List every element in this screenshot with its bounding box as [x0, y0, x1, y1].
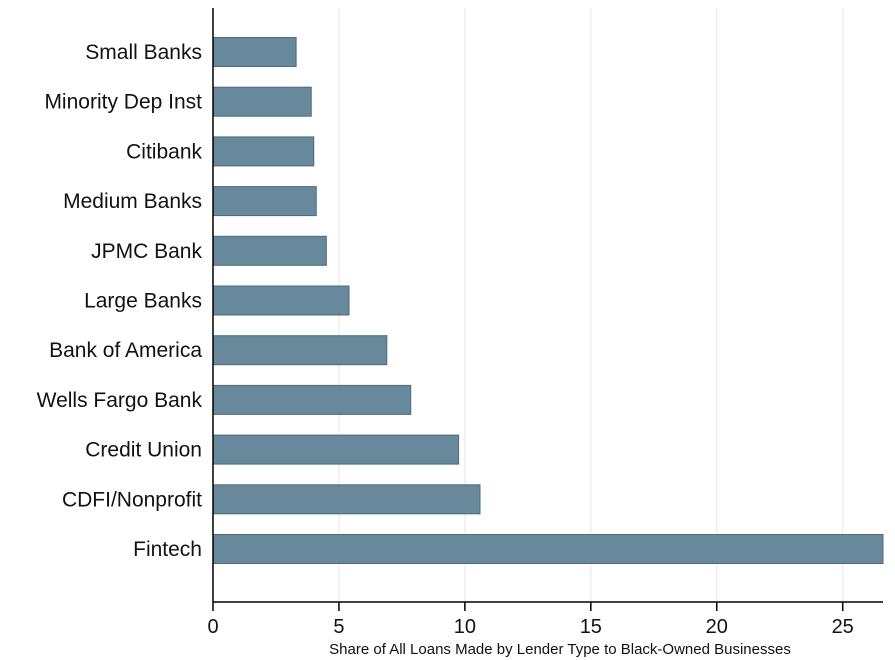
category-label-5: Large Banks: [84, 290, 202, 313]
bar-3: [212, 186, 317, 217]
bar-9: [212, 484, 481, 515]
category-label-0: Small Banks: [85, 41, 202, 64]
bar-8: [212, 434, 460, 465]
category-label-4: JPMC Bank: [91, 240, 202, 263]
x-tick-label-15: 15: [580, 616, 602, 638]
bar-10: [212, 534, 884, 564]
category-label-1: Minority Dep Inst: [44, 91, 202, 114]
bar-1: [212, 86, 312, 117]
x-tick-label-5: 5: [333, 616, 344, 638]
bar-5: [212, 285, 350, 316]
x-ticks: 0 5 10 15 20 25: [207, 602, 854, 638]
bar-7: [212, 384, 412, 415]
category-label-9: CDFI/Nonprofit: [62, 488, 202, 511]
bar-6: [212, 335, 388, 366]
bar-4: [212, 235, 327, 266]
category-label-10: Fintech: [133, 538, 202, 561]
bar-0: [212, 37, 297, 67]
x-tick-label-25: 25: [832, 616, 854, 638]
x-tick-label-20: 20: [706, 616, 728, 638]
x-tick-label-0: 0: [207, 616, 218, 638]
category-label-7: Wells Fargo Bank: [37, 389, 203, 412]
category-label-8: Credit Union: [85, 439, 202, 462]
bars: [212, 37, 884, 564]
bar-2: [212, 136, 315, 167]
category-label-3: Medium Banks: [63, 190, 202, 213]
x-tick-label-10: 10: [454, 616, 476, 638]
x-axis-title: Share of All Loans Made by Lender Type t…: [329, 641, 791, 658]
category-labels: Small Banks Minority Dep Inst Citibank Medi…: [37, 41, 203, 561]
category-label-6: Bank of America: [49, 339, 202, 362]
category-label-2: Citibank: [126, 140, 202, 163]
